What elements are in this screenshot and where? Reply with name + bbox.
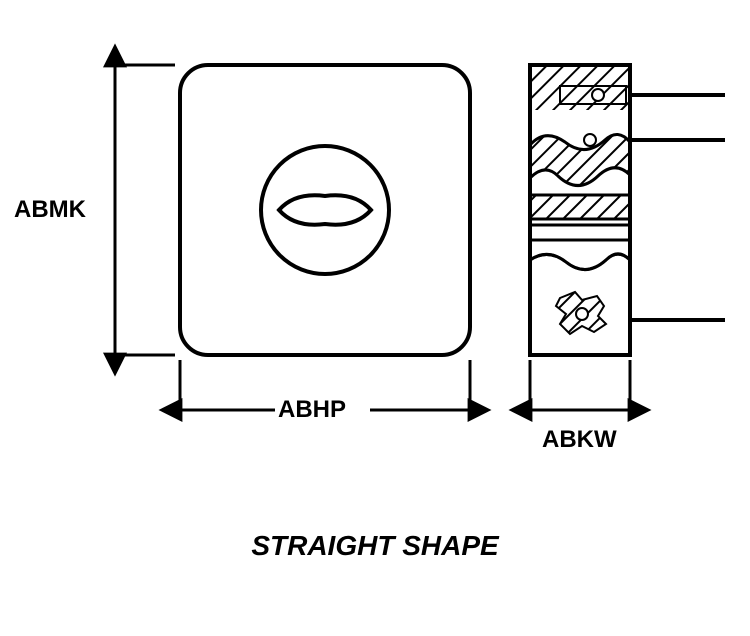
pins [630,95,725,320]
label-abhp: ABHP [278,396,346,424]
dimension-abmk [108,65,175,355]
side-view [530,65,725,355]
figure-title: STRAIGHT SHAPE [0,530,750,562]
label-abkw: ABKW [542,426,617,454]
diagram-canvas: ABMK ABHP ABKW STRAIGHT SHAPE [0,0,750,636]
knob-handle [279,195,371,224]
label-abmk: ABMK [14,196,86,224]
front-view [180,65,470,355]
dimension-abkw [530,360,630,418]
